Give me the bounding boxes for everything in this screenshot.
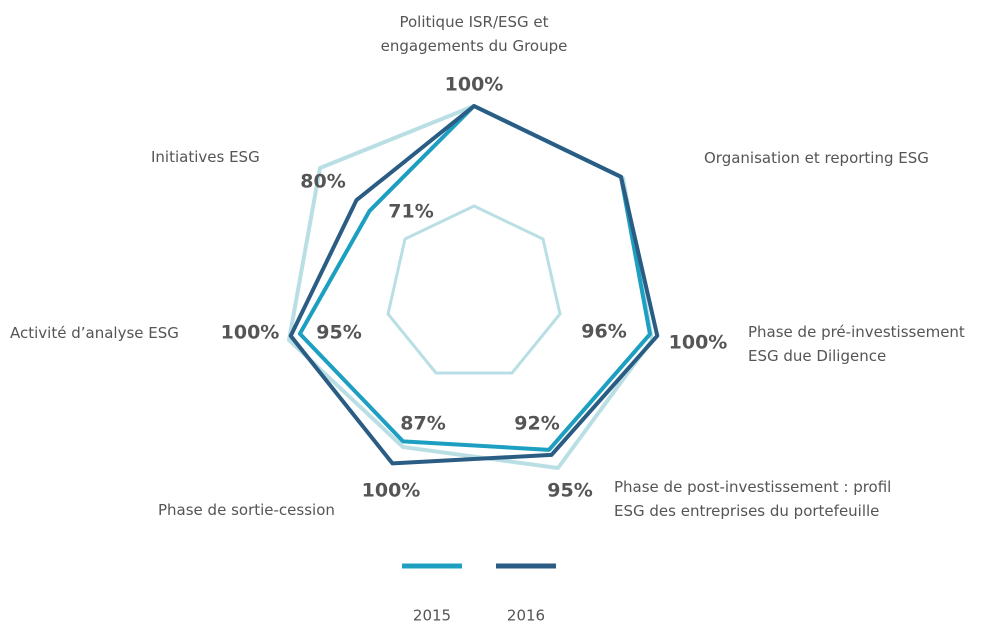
category-label: Phase de sortie-cession [158,501,335,519]
value-label: 95% [547,480,592,502]
value-label: 92% [514,413,559,435]
category-label: Phase de post-investissement : profil ES… [614,478,892,520]
category-label: Organisation et reporting ESG [704,149,929,167]
category-label: Initiatives ESG [151,148,260,166]
value-label: 100% [445,74,504,96]
background-shape [287,104,654,470]
legend-label: 2016 [507,607,545,625]
value-label: 87% [400,413,445,435]
value-label: 100% [669,332,728,354]
value-label: 100% [362,480,421,502]
value-label: 80% [300,171,345,193]
category-label: Activité d’analyse ESG [10,324,179,342]
legend-label: 2015 [413,607,451,625]
value-label: 71% [388,201,433,223]
value-label: 96% [581,321,626,343]
category-label: Phase de pré-investissement ESG due Dili… [748,323,965,365]
series-line [288,104,660,466]
category-label: Politique ISR/ESG et engagements du Grou… [380,13,568,55]
inner-ring [386,204,562,375]
value-label: 100% [221,322,280,344]
value-label: 95% [316,322,361,344]
